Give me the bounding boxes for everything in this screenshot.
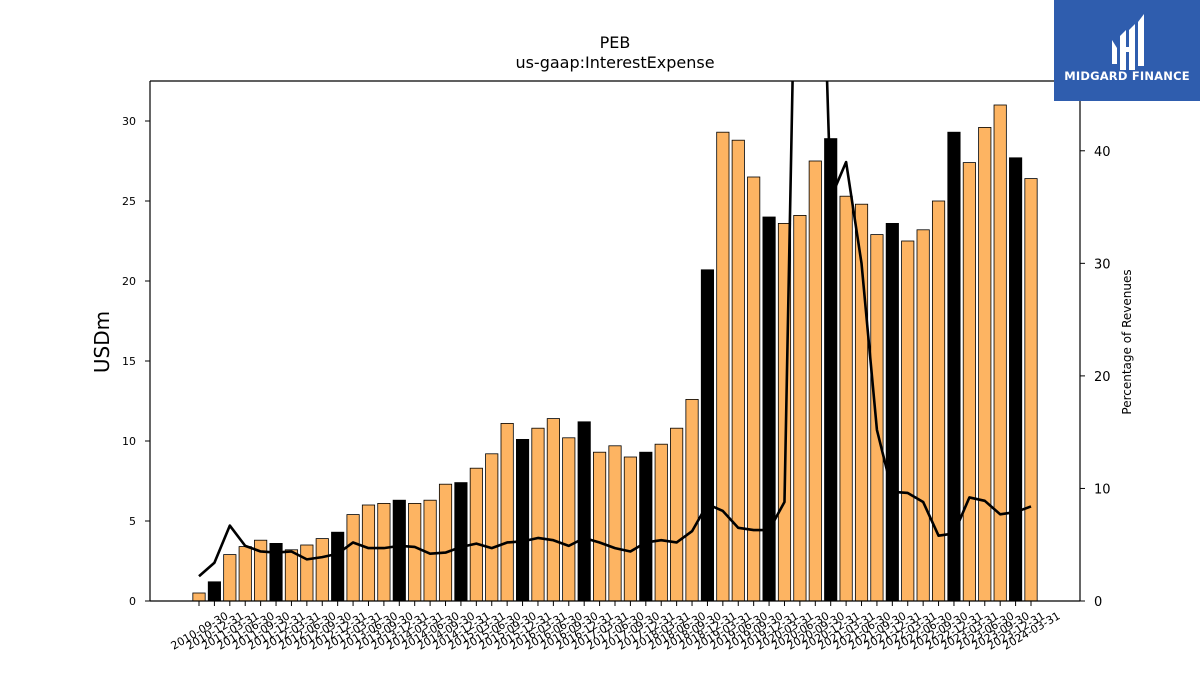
bar [931, 200, 946, 602]
bar [562, 437, 576, 602]
bars [192, 104, 1038, 602]
bar [670, 427, 684, 602]
bar [993, 104, 1007, 602]
bar [593, 451, 607, 602]
bar [808, 160, 822, 602]
bar [207, 581, 221, 602]
y2-axis-ticks: 0 10 20 30 40 [1080, 145, 1111, 610]
bar [1024, 178, 1038, 602]
bar [454, 482, 468, 602]
bar [747, 176, 761, 602]
bar [315, 538, 329, 602]
bar [546, 418, 560, 602]
y-tick-label: 20 [122, 275, 136, 288]
bar [1009, 157, 1023, 602]
bar [300, 544, 314, 602]
bar [284, 549, 299, 602]
bar [392, 499, 406, 602]
bar [408, 502, 422, 602]
bar [978, 127, 992, 602]
y-tick-label: 10 [122, 435, 136, 448]
bar [716, 131, 730, 602]
bar [331, 531, 345, 602]
bar [793, 214, 807, 602]
y-tick-label: 15 [122, 355, 136, 368]
bar [901, 240, 915, 602]
bar [824, 138, 838, 602]
y-tick-label: 25 [122, 195, 136, 208]
bar [377, 502, 391, 602]
bar [916, 229, 930, 602]
bar [762, 216, 776, 602]
bar [839, 195, 853, 602]
bar [192, 592, 206, 602]
bar [685, 398, 699, 602]
bar [700, 269, 715, 602]
bar [469, 467, 483, 602]
y2-tick-label: 30 [1094, 257, 1111, 272]
bar [654, 443, 668, 602]
y-axis-label: USDm [90, 311, 114, 373]
bar [531, 427, 545, 602]
bar [223, 554, 237, 602]
y2-tick-label: 40 [1094, 145, 1111, 160]
y-axis-ticks: 0 5 10 15 20 25 30 [122, 115, 150, 608]
bar [885, 222, 899, 602]
y-tick-label: 0 [129, 595, 136, 608]
y2-tick-label: 10 [1094, 482, 1111, 497]
pct-of-revenues-line [198, 81, 1032, 578]
bar [346, 514, 360, 602]
logo-icon [1112, 14, 1144, 70]
bar [639, 451, 653, 602]
bar [238, 546, 252, 602]
bar [608, 445, 622, 602]
y2-axis-label: Percentage of Revenues [1120, 269, 1134, 414]
y-tick-label: 30 [122, 115, 136, 128]
brand-logo: MIDGARD FINANCE [1054, 0, 1200, 101]
logo-text: MIDGARD FINANCE [1064, 69, 1190, 83]
bar [731, 139, 745, 602]
bar [577, 421, 591, 602]
y2-tick-label: 0 [1094, 595, 1102, 610]
y-tick-label: 5 [129, 515, 136, 528]
bar [623, 456, 637, 602]
bar [361, 504, 376, 602]
chart-title: PEB [600, 33, 631, 52]
bar [500, 422, 514, 602]
pct-line-layer [198, 81, 1032, 578]
bar [515, 438, 530, 602]
y2-tick-label: 20 [1094, 370, 1111, 385]
x-axis-ticks: 2010-09-302010-12-312011-03-312011-06-30… [169, 601, 1063, 653]
chart-subtitle: us-gaap:InterestExpense [515, 53, 714, 72]
bar [485, 453, 499, 602]
bar [962, 162, 976, 602]
bar [438, 483, 453, 602]
